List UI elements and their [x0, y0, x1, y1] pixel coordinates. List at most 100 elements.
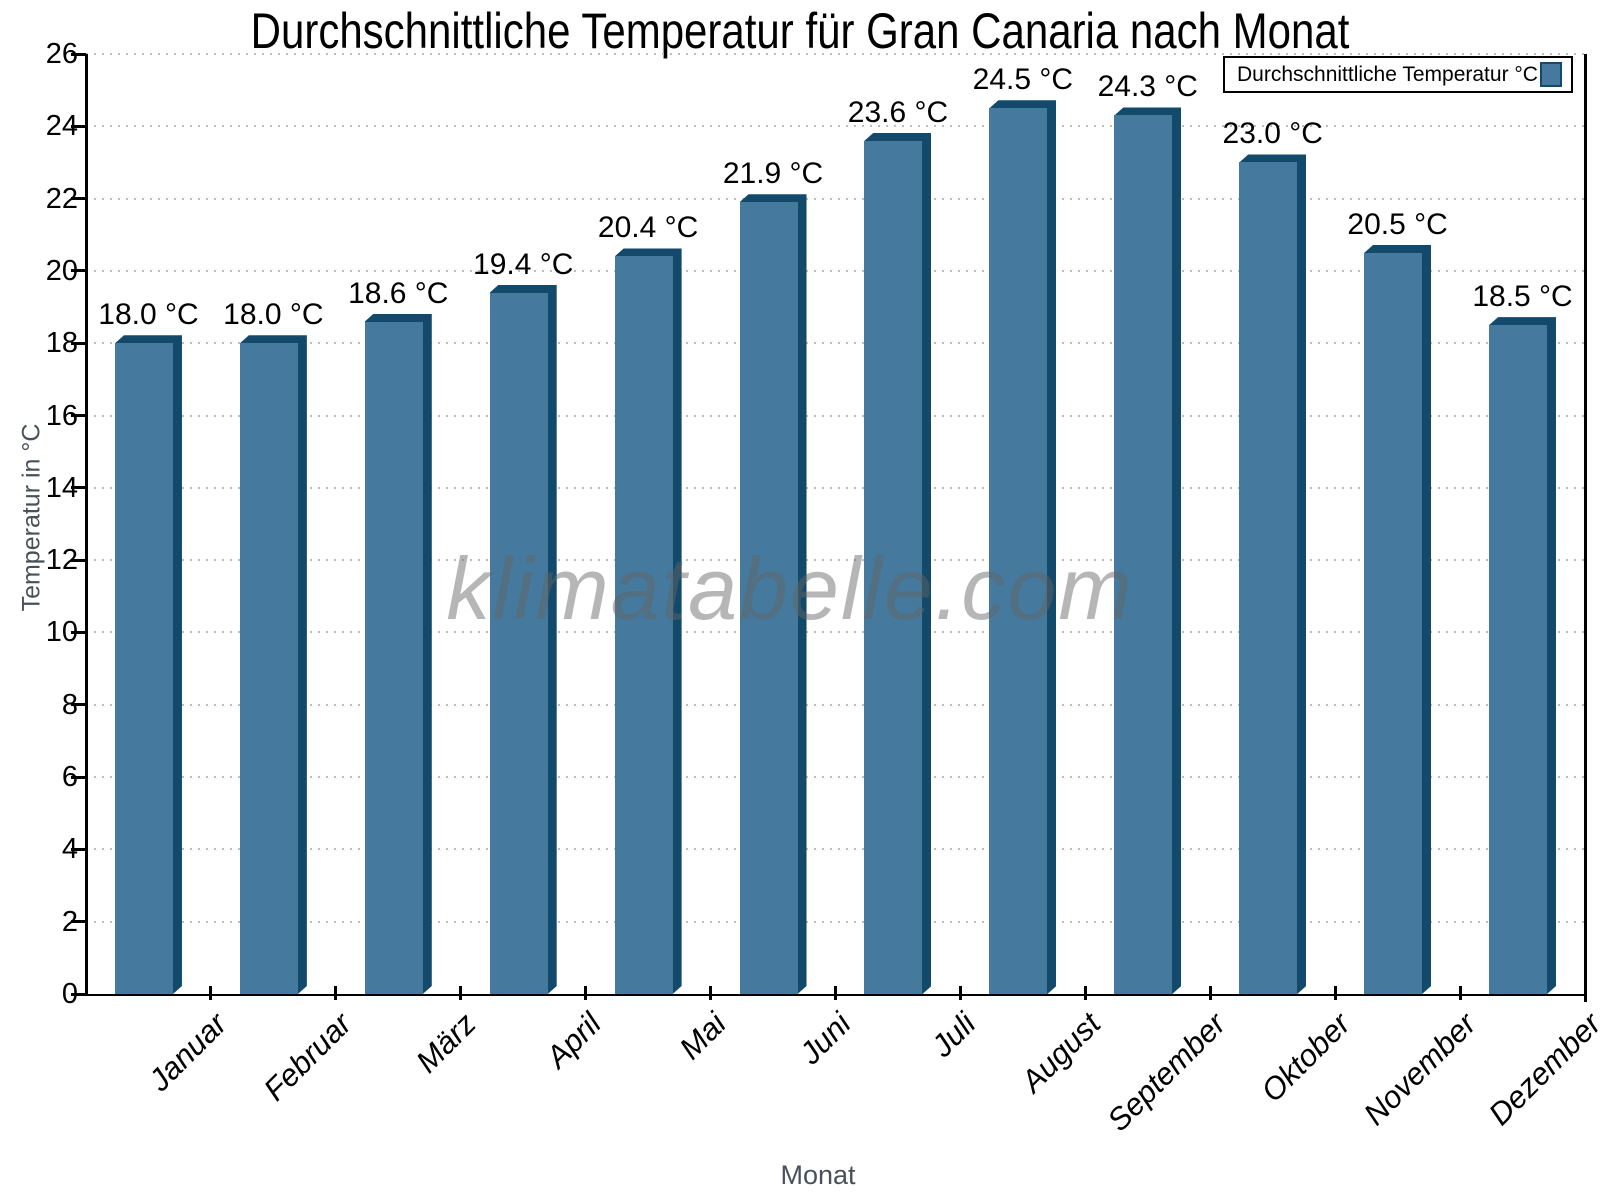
- bar-face: [489, 292, 548, 994]
- bar-juni: [739, 194, 807, 994]
- y-axis-tick-22: [71, 197, 86, 201]
- gridline-6: [86, 776, 1585, 779]
- bar-januar: [114, 335, 182, 994]
- bar-face: [864, 140, 923, 994]
- legend-series-swatch: [1540, 62, 1562, 87]
- gridline-18: [86, 342, 1585, 345]
- month-label-text: September: [1100, 1006, 1233, 1138]
- bar-value-label-märz: 18.6 °C: [348, 276, 449, 310]
- y-axis-tick-18: [71, 341, 86, 345]
- y-tick-label-14: 14: [45, 471, 78, 504]
- gridline-26: [86, 53, 1585, 55]
- y-axis-tick-20: [71, 269, 86, 273]
- x-axis-tick-8: [1083, 986, 1087, 1000]
- bar-september: [1114, 107, 1181, 994]
- bar-face: [239, 343, 298, 994]
- gridline-22: [86, 197, 1585, 200]
- x-axis-tick-9: [1208, 986, 1212, 1000]
- y-tick-label-20: 20: [45, 254, 78, 287]
- bar-value-label-juni: 21.9 °C: [722, 157, 824, 191]
- bar-value-label-juli: 23.6 °C: [847, 95, 949, 129]
- y-axis-line: [85, 54, 88, 996]
- y-axis-tick-24: [71, 124, 86, 128]
- gridline-14: [86, 486, 1585, 489]
- month-label-text: April: [539, 1006, 608, 1075]
- month-label-text: Mai: [672, 1006, 733, 1067]
- month-label-text: Dezember: [1481, 1006, 1600, 1132]
- x-axis-tick-1: [209, 986, 213, 1000]
- bar-value-label-dezember: 18.5 °C: [1472, 280, 1573, 314]
- y-tick-label-0: 0: [61, 978, 78, 1010]
- y-tick-label-8: 8: [61, 688, 78, 721]
- x-axis-tick-2: [334, 986, 338, 1000]
- chart-title: Durchschnittliche Temperatur für Gran Ca…: [0, 2, 1600, 60]
- x-axis-tick-3: [459, 986, 463, 1000]
- x-axis-tick-5: [709, 986, 713, 1000]
- x-axis-tick-6: [834, 986, 837, 1000]
- bar-value-label-januar: 18.0 °C: [98, 298, 199, 332]
- x-axis-title: Monat: [780, 1160, 856, 1190]
- bar-face: [364, 321, 423, 994]
- month-label-text: März: [409, 1006, 484, 1080]
- y-axis-tick-16: [71, 414, 86, 418]
- bar-value-label-mai: 20.4 °C: [597, 211, 699, 245]
- month-label-text: Februar: [256, 1006, 359, 1108]
- month-label-text: Oktober: [1254, 1006, 1358, 1109]
- x-axis-tick-11: [1458, 986, 1462, 1000]
- y-tick-label-10: 10: [45, 616, 78, 649]
- bar-februar: [239, 335, 307, 994]
- bar-face: [1489, 325, 1548, 994]
- y-tick-label-6: 6: [61, 761, 78, 794]
- y-tick-label-16: 16: [45, 399, 78, 432]
- x-axis-tick-7: [958, 986, 962, 1000]
- bar-märz: [364, 314, 432, 994]
- y-tick-label-22: 22: [45, 182, 78, 215]
- bar-april: [489, 285, 557, 994]
- bar-face: [614, 256, 673, 994]
- y-axis-tick-8: [71, 703, 86, 707]
- month-label-text: Juli: [925, 1006, 983, 1064]
- bar-november: [1364, 245, 1431, 994]
- y-axis-tick-4: [71, 847, 86, 851]
- legend-label: Durchschnittliche Temperatur °C: [1237, 62, 1538, 86]
- x-axis-tick-4: [584, 986, 588, 1000]
- gridline-4: [86, 848, 1585, 851]
- month-label-text: August: [1014, 1006, 1108, 1099]
- y-axis-tick-0: [71, 992, 86, 996]
- bar-value-label-oktober: 23.0 °C: [1222, 117, 1323, 151]
- gridline-8: [86, 703, 1585, 706]
- x-axis-tick-10: [1333, 986, 1337, 1000]
- bar-face: [1239, 162, 1298, 994]
- gridline-24: [86, 125, 1585, 128]
- y-axis-tick-26: [71, 52, 86, 56]
- bar-august: [989, 100, 1056, 994]
- bar-juli: [864, 133, 931, 994]
- bar-oktober: [1239, 154, 1306, 994]
- gridline-12: [86, 559, 1585, 562]
- bar-dezember: [1489, 317, 1556, 994]
- legend: Durchschnittliche Temperatur °C: [1223, 56, 1573, 93]
- gridline-2: [86, 920, 1585, 923]
- month-label-text: November: [1356, 1006, 1483, 1132]
- month-label-text: Januar: [141, 1006, 234, 1098]
- bar-face: [739, 202, 798, 994]
- bar-face: [114, 343, 173, 994]
- gridline-16: [86, 414, 1585, 417]
- right-border-line: [1584, 54, 1587, 1002]
- y-axis-tick-14: [71, 486, 86, 490]
- y-tick-label-24: 24: [45, 110, 78, 143]
- y-tick-label-26: 26: [45, 38, 78, 70]
- bar-value-label-november: 20.5 °C: [1347, 207, 1448, 241]
- month-label-text: Juni: [792, 1006, 858, 1071]
- y-axis-tick-2: [71, 920, 86, 924]
- x-axis-line: [85, 993, 1586, 996]
- gridline-10: [86, 631, 1585, 634]
- bar-value-label-april: 19.4 °C: [473, 247, 574, 281]
- gridline-20: [86, 269, 1585, 272]
- bar-value-label-august: 24.5 °C: [972, 63, 1074, 97]
- y-tick-label-4: 4: [61, 833, 78, 866]
- y-axis-tick-6: [71, 775, 86, 779]
- y-tick-label-12: 12: [45, 544, 78, 577]
- y-axis-tick-12: [71, 558, 86, 562]
